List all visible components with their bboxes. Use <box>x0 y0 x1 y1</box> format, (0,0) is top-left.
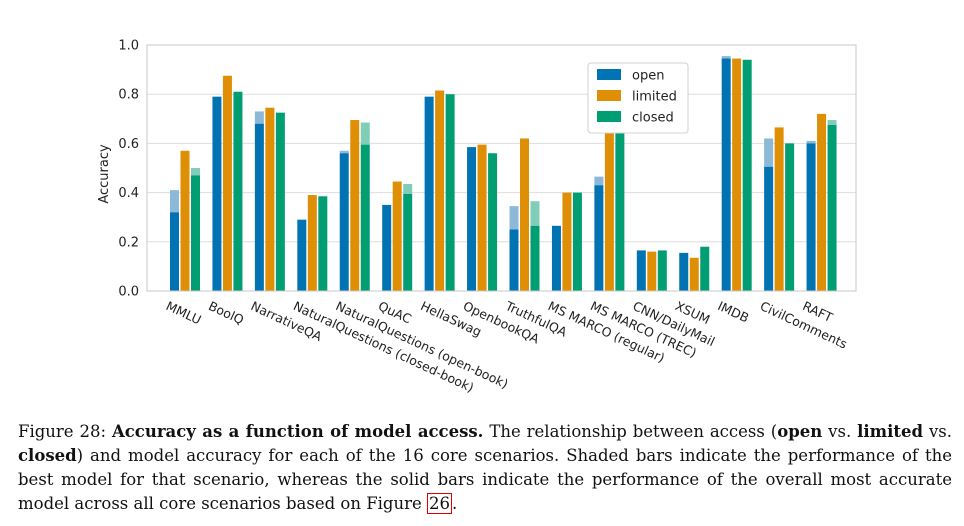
caption-text-2: ) and model accuracy for each of the 16 … <box>18 446 952 513</box>
bar-limited <box>180 150 190 291</box>
bar-best-open <box>806 140 816 144</box>
bar-closed <box>530 225 540 291</box>
bar-limited <box>817 113 827 291</box>
bar-closed <box>275 112 285 292</box>
caption-text-1: The relationship between access ( <box>489 422 778 441</box>
caption-title: Accuracy as a function of model access. <box>111 422 484 441</box>
bar-best-open <box>594 176 604 186</box>
bar-open <box>297 219 307 291</box>
y-tick-label: 0.2 <box>118 235 139 250</box>
bar-best-open <box>721 56 731 59</box>
bar-open <box>721 58 731 291</box>
bar-open <box>424 96 434 291</box>
bar-open <box>467 147 477 291</box>
bar-open <box>212 96 222 291</box>
bar-best-closed <box>360 122 370 145</box>
legend-label-open: open <box>632 69 664 84</box>
bar-limited <box>520 138 529 291</box>
bar-open <box>636 250 646 291</box>
bar-open <box>339 153 349 291</box>
bar-best-open <box>509 206 519 230</box>
bar-closed <box>657 250 667 291</box>
accuracy-bar-chart: 0.0 0.2 0.4 0.6 0.8 1.0 MMLU BoolQ NarrativeQAN… <box>97 39 857 395</box>
legend-swatch-open <box>597 69 621 80</box>
bar-closed <box>445 94 455 291</box>
bar-closed <box>403 193 413 291</box>
legend-label-limited: limited <box>632 90 677 105</box>
plot-frame <box>146 44 857 292</box>
bar-closed <box>318 196 328 291</box>
bar-limited <box>222 75 232 291</box>
bar-limited <box>732 58 742 291</box>
bar-open <box>254 123 264 291</box>
figure-label: Figure 28: <box>18 422 107 441</box>
y-tick-label: 1.0 <box>118 39 139 54</box>
bar-limited <box>604 129 614 291</box>
figure-reference-link[interactable]: 26 <box>427 493 453 514</box>
y-tick-label: 0.0 <box>118 285 139 300</box>
bar-open <box>382 204 392 291</box>
bar-open <box>509 229 519 291</box>
bar-best-closed <box>827 120 837 125</box>
bar-limited <box>774 127 784 291</box>
bar-open <box>551 225 561 291</box>
bar-limited <box>647 251 657 291</box>
bar-best-closed <box>530 201 540 226</box>
y-axis-ticks: 0.0 0.2 0.4 0.6 0.8 1.0 <box>118 39 139 300</box>
caption-open: open <box>777 422 823 441</box>
caption-period: . <box>452 494 458 513</box>
bar-closed <box>191 175 200 291</box>
bar-best-open <box>764 138 774 167</box>
bars <box>170 56 837 292</box>
y-tick-label: 0.8 <box>118 88 139 103</box>
bar-closed <box>700 246 710 291</box>
legend: open limited closed <box>587 62 689 134</box>
bar-closed <box>827 124 837 291</box>
x-tick-label: MMLU <box>164 298 204 327</box>
bar-best-open <box>170 190 179 213</box>
y-tick-label: 0.6 <box>118 137 139 152</box>
bar-limited <box>689 257 699 291</box>
bar-limited <box>435 90 445 291</box>
bar-open <box>170 212 179 291</box>
bar-closed <box>233 91 243 292</box>
bar-closed <box>572 192 582 291</box>
caption-vs-1: vs. <box>828 422 852 441</box>
x-tick-label: BoolQ <box>206 298 246 327</box>
caption-closed: closed <box>18 446 77 465</box>
legend-swatch-limited <box>597 90 621 101</box>
caption-vs-2: vs. <box>928 422 952 441</box>
bar-open <box>679 252 689 291</box>
bar-limited <box>392 181 402 291</box>
y-axis-label: Accuracy <box>97 144 112 204</box>
bar-best-closed <box>191 168 200 176</box>
bar-limited <box>477 144 487 291</box>
figure-caption: Figure 28: Accuracy as a function of mod… <box>18 420 952 516</box>
bar-open <box>594 185 604 291</box>
legend-swatch-closed <box>597 111 621 122</box>
bar-open <box>764 166 774 291</box>
y-tick-label: 0.4 <box>118 186 139 201</box>
x-tick-label: IMDB <box>715 298 751 325</box>
bar-limited <box>307 195 317 291</box>
bar-limited <box>350 120 360 291</box>
bar-closed <box>488 153 498 291</box>
bar-best-open <box>339 150 349 154</box>
legend-label-closed: closed <box>632 111 674 126</box>
caption-limited: limited <box>857 422 924 441</box>
bar-closed <box>360 144 370 291</box>
bar-closed <box>742 59 752 292</box>
bar-limited <box>562 192 572 291</box>
bar-limited <box>265 107 275 291</box>
bar-closed <box>785 143 795 291</box>
bar-closed <box>615 132 625 291</box>
bar-best-closed <box>403 183 413 194</box>
bar-best-open <box>254 111 264 124</box>
bar-open <box>806 143 816 291</box>
